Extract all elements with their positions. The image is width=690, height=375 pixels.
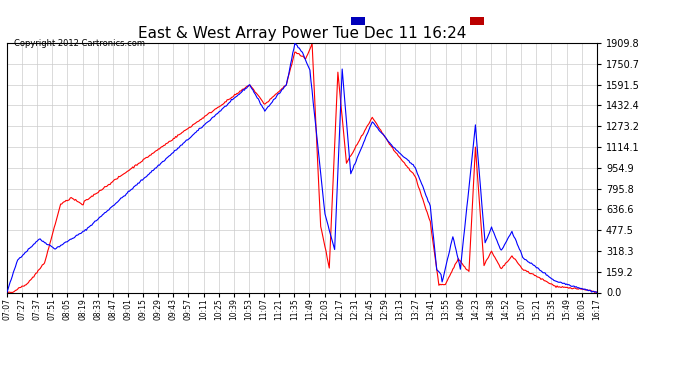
Title: East & West Array Power Tue Dec 11 16:24: East & West Array Power Tue Dec 11 16:24 [138, 26, 466, 40]
Text: Copyright 2012 Cartronics.com: Copyright 2012 Cartronics.com [14, 39, 145, 48]
Legend: East Array  (DC Watts), West Array  (DC Watts): East Array (DC Watts), West Array (DC Wa… [350, 15, 592, 28]
